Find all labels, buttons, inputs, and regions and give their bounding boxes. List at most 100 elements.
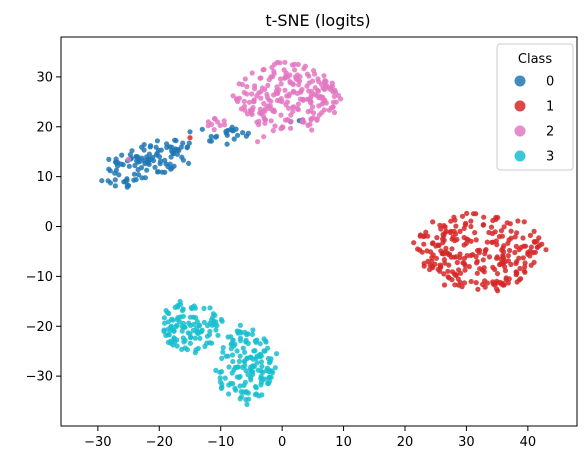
point-class-1 [474, 258, 480, 264]
point-class-2 [310, 104, 316, 110]
point-class-1 [449, 277, 455, 283]
point-class-2 [257, 106, 263, 112]
point-class-2 [306, 80, 312, 86]
point-class-1 [468, 218, 474, 224]
point-class-1 [494, 255, 500, 261]
point-class-0 [153, 144, 159, 150]
point-class-3 [177, 298, 183, 305]
point-class-2 [221, 122, 228, 128]
point-class-3 [204, 333, 210, 339]
point-class-3 [272, 365, 278, 371]
point-class-0 [146, 151, 152, 157]
point-class-0 [142, 161, 148, 167]
point-class-2 [335, 92, 342, 99]
point-class-2 [279, 124, 285, 130]
point-class-0 [124, 184, 130, 190]
point-class-0 [131, 171, 137, 177]
point-class-0 [135, 172, 142, 178]
point-class-3 [228, 346, 234, 352]
point-class-3 [219, 384, 225, 390]
point-class-2 [316, 79, 322, 85]
point-class-0 [126, 163, 132, 169]
point-class-1 [417, 233, 423, 239]
point-class-2 [321, 73, 327, 79]
y-tick-label: 0 [45, 220, 53, 235]
point-class-1 [522, 260, 528, 266]
point-class-3 [196, 323, 202, 329]
point-class-3 [243, 389, 250, 395]
point-class-2 [264, 91, 270, 97]
point-class-2 [261, 134, 267, 140]
point-class-3 [201, 305, 207, 311]
point-class-1 [453, 223, 459, 229]
x-tick-label: −30 [84, 435, 111, 450]
point-class-0 [106, 166, 112, 172]
point-class-1 [477, 266, 483, 272]
point-class-1 [461, 234, 467, 241]
point-class-1 [454, 259, 460, 266]
point-class-3 [274, 351, 280, 357]
y-tick-label: −20 [26, 320, 53, 335]
point-class-1 [480, 222, 486, 228]
point-class-0 [129, 148, 135, 154]
point-class-3 [202, 343, 208, 349]
point-class-3 [250, 356, 256, 362]
point-class-2 [282, 87, 288, 93]
point-class-1 [466, 264, 472, 270]
point-class-2 [126, 156, 132, 162]
point-class-3 [188, 305, 194, 311]
point-class-2 [272, 123, 278, 129]
point-class-0 [148, 143, 154, 149]
point-class-1 [492, 229, 498, 235]
x-tick-label: 20 [397, 435, 414, 450]
point-class-1 [452, 282, 458, 288]
point-class-2 [230, 93, 236, 99]
point-class-2 [292, 67, 298, 73]
point-class-2 [308, 108, 314, 114]
point-class-3 [213, 327, 219, 333]
point-class-1 [500, 254, 506, 260]
point-class-1 [421, 241, 427, 247]
point-class-1 [427, 266, 433, 273]
point-class-3 [244, 401, 250, 407]
point-class-1 [483, 247, 489, 253]
point-class-0 [155, 169, 162, 175]
point-class-1 [441, 271, 447, 277]
point-class-3 [174, 343, 180, 349]
point-class-3 [243, 397, 249, 403]
point-class-3 [193, 315, 199, 321]
point-class-3 [197, 335, 203, 341]
point-class-3 [240, 364, 246, 370]
point-class-3 [188, 334, 194, 340]
point-class-3 [238, 389, 244, 395]
point-class-0 [178, 144, 184, 150]
point-class-2 [214, 119, 221, 125]
point-class-2 [291, 104, 297, 110]
point-class-1 [475, 247, 481, 254]
point-class-1 [428, 249, 434, 255]
point-class-3 [229, 341, 235, 347]
point-class-1 [430, 219, 436, 225]
point-class-3 [266, 367, 272, 373]
point-class-1 [528, 244, 535, 250]
point-class-1 [513, 272, 519, 278]
point-class-0 [141, 142, 147, 148]
point-class-1 [521, 268, 527, 274]
point-class-1 [451, 254, 457, 260]
point-class-2 [308, 99, 314, 105]
point-class-1 [433, 255, 439, 261]
point-class-3 [165, 339, 171, 345]
point-class-3 [187, 340, 193, 346]
chart-title: t-SNE (logits) [265, 11, 370, 30]
point-class-1 [508, 228, 514, 234]
point-class-0 [229, 124, 235, 130]
point-class-1 [417, 247, 423, 253]
point-class-2 [295, 61, 301, 68]
legend-marker-0 [514, 75, 526, 87]
point-class-3 [258, 359, 265, 365]
point-class-0 [112, 183, 118, 189]
point-class-0 [113, 160, 119, 166]
point-class-0 [154, 138, 160, 144]
point-class-1 [517, 265, 523, 272]
point-class-0 [112, 177, 118, 183]
